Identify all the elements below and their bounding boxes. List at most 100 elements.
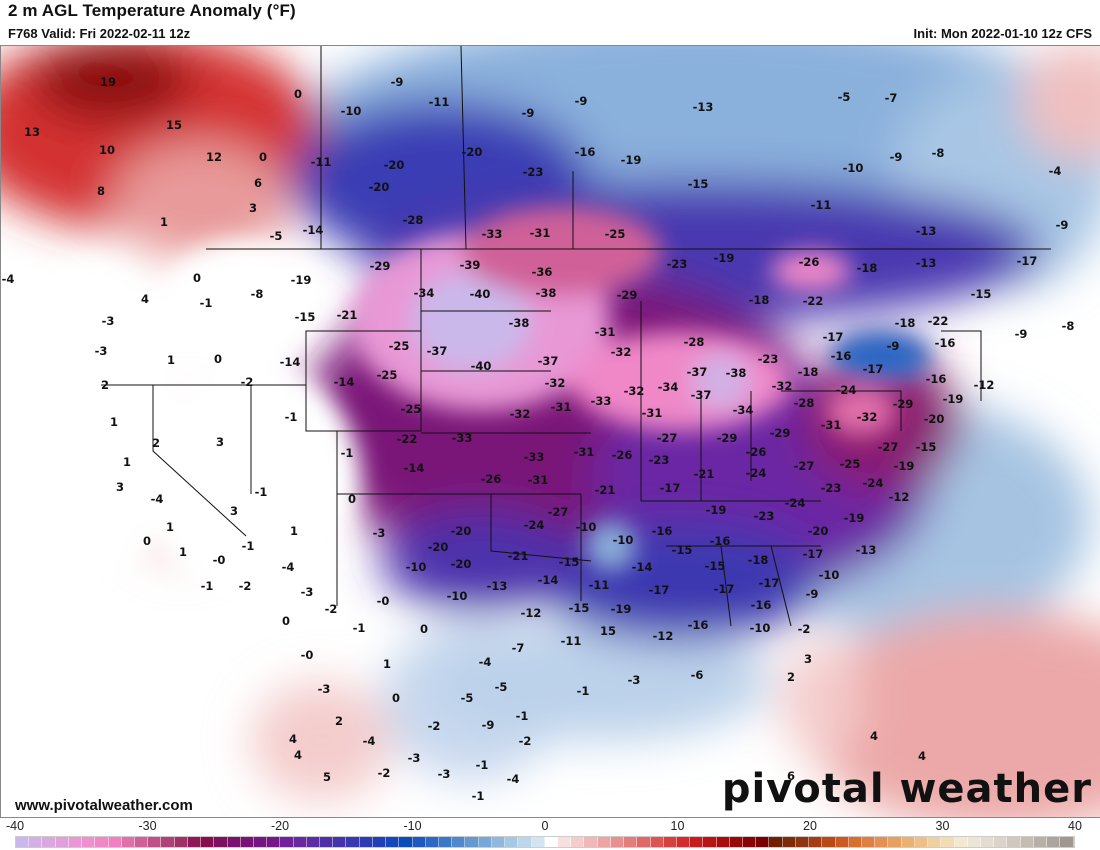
anomaly-value: 3 — [229, 504, 239, 518]
anomaly-value: 1 — [166, 353, 176, 367]
anomaly-value: -20 — [923, 412, 945, 426]
colorbar-tick-label: 30 — [935, 819, 950, 833]
anomaly-value: -25 — [376, 368, 398, 382]
anomaly-value: -23 — [648, 453, 670, 467]
anomaly-value: -1 — [200, 579, 214, 593]
anomaly-value: 4 — [288, 732, 298, 746]
anomaly-value: -9 — [886, 339, 900, 353]
anomaly-value: -16 — [925, 372, 947, 386]
anomaly-value: -14 — [631, 560, 653, 574]
colorbar-cell — [134, 837, 149, 847]
anomaly-value: -23 — [666, 257, 688, 271]
anomaly-value: -14 — [302, 223, 324, 237]
anomaly-value: -14 — [403, 461, 425, 475]
anomaly-value: -34 — [732, 403, 754, 417]
anomaly-value: -26 — [798, 255, 820, 269]
colorbar-cell — [1007, 837, 1021, 847]
anomaly-value: -15 — [558, 555, 580, 569]
political-borders — [101, 46, 1051, 627]
colorbar-cell — [333, 837, 347, 847]
colorbar-cell — [928, 837, 942, 847]
anomaly-value: 12 — [205, 150, 223, 164]
anomaly-value: -20 — [807, 524, 829, 538]
anomaly-value: -36 — [531, 265, 553, 279]
anomaly-value: -29 — [616, 288, 638, 302]
anomaly-value: -15 — [704, 559, 726, 573]
anomaly-value: -18 — [856, 261, 878, 275]
anomaly-value: -40 — [470, 359, 492, 373]
anomaly-value: -22 — [927, 314, 949, 328]
anomaly-value: 15 — [165, 118, 183, 132]
anomaly-value: -17 — [802, 547, 824, 561]
colorbar-cell — [280, 837, 294, 847]
colorbar-cell — [95, 837, 109, 847]
anomaly-value: -31 — [527, 473, 549, 487]
anomaly-value: 6 — [786, 769, 796, 783]
colorbar-cell — [372, 837, 387, 847]
anomaly-value: -18 — [894, 316, 916, 330]
anomaly-value: -26 — [745, 445, 767, 459]
site-url[interactable]: www.pivotalweather.com — [15, 797, 193, 814]
colorbar-cell — [68, 837, 83, 847]
anomaly-value: -24 — [835, 383, 857, 397]
anomaly-value: -11 — [428, 95, 450, 109]
anomaly-value: -23 — [753, 509, 775, 523]
anomaly-value: -17 — [862, 362, 884, 376]
colorbar-tick-label: -40 — [5, 819, 25, 833]
anomaly-value: -23 — [820, 481, 842, 495]
colorbar-cell — [901, 837, 915, 847]
colorbar-cell — [888, 837, 902, 847]
anomaly-value: -24 — [784, 496, 806, 510]
anomaly-value: -21 — [507, 549, 529, 563]
anomaly-value: -4 — [362, 734, 376, 748]
anomaly-value: -9 — [574, 94, 588, 108]
anomaly-value: -16 — [651, 524, 673, 538]
anomaly-value: -13 — [486, 579, 508, 593]
anomaly-value: -10 — [612, 533, 634, 547]
colorbar-cell — [756, 837, 770, 847]
anomaly-value: -3 — [317, 682, 331, 696]
anomaly-value: -32 — [544, 376, 566, 390]
anomaly-value: -26 — [480, 472, 502, 486]
anomaly-value: -11 — [310, 155, 332, 169]
anomaly-value: -17 — [822, 330, 844, 344]
colorbar-cell — [809, 837, 823, 847]
anomaly-value: -9 — [1014, 327, 1028, 341]
colorbar-cell — [716, 837, 730, 847]
anomaly-value: -15 — [568, 601, 590, 615]
colorbar-cell — [174, 837, 188, 847]
anomaly-value: -16 — [830, 349, 852, 363]
colorbar-tick-label: 10 — [670, 819, 685, 833]
anomaly-value: -19 — [620, 153, 642, 167]
anomaly-value: 3 — [803, 652, 813, 666]
anomaly-value: -4 — [478, 655, 492, 669]
anomaly-value: -11 — [588, 578, 610, 592]
colorbar-cell — [914, 837, 929, 847]
anomaly-value: -20 — [450, 524, 472, 538]
anomaly-value: -4 — [1048, 164, 1062, 178]
anomaly-value: -5 — [837, 90, 851, 104]
anomaly-value: -1 — [471, 789, 485, 803]
colorbar-cell — [835, 837, 849, 847]
anomaly-value: -1 — [340, 446, 354, 460]
anomaly-value: -37 — [686, 365, 708, 379]
anomaly-value: -15 — [671, 543, 693, 557]
anomaly-value: -3 — [437, 767, 451, 781]
anomaly-value: -14 — [333, 375, 355, 389]
anomaly-value: -31 — [820, 418, 842, 432]
anomaly-value: -19 — [610, 602, 632, 616]
anomaly-value: -28 — [793, 396, 815, 410]
anomaly-value: -31 — [529, 226, 551, 240]
anomaly-value: -0 — [212, 553, 226, 567]
colorbar-cell — [82, 837, 96, 847]
anomaly-value: -3 — [407, 751, 421, 765]
valid-time: F768 Valid: Fri 2022-02-11 12z — [8, 26, 191, 41]
anomaly-value: -10 — [842, 161, 864, 175]
anomaly-value: -5 — [494, 680, 508, 694]
colorbar-cell — [1020, 837, 1034, 847]
colorbar-cell — [518, 837, 532, 847]
colorbar-cell — [465, 837, 479, 847]
anomaly-value: -3 — [94, 344, 108, 358]
colorbar-cell — [610, 837, 625, 847]
anomaly-value: 2 — [334, 714, 344, 728]
